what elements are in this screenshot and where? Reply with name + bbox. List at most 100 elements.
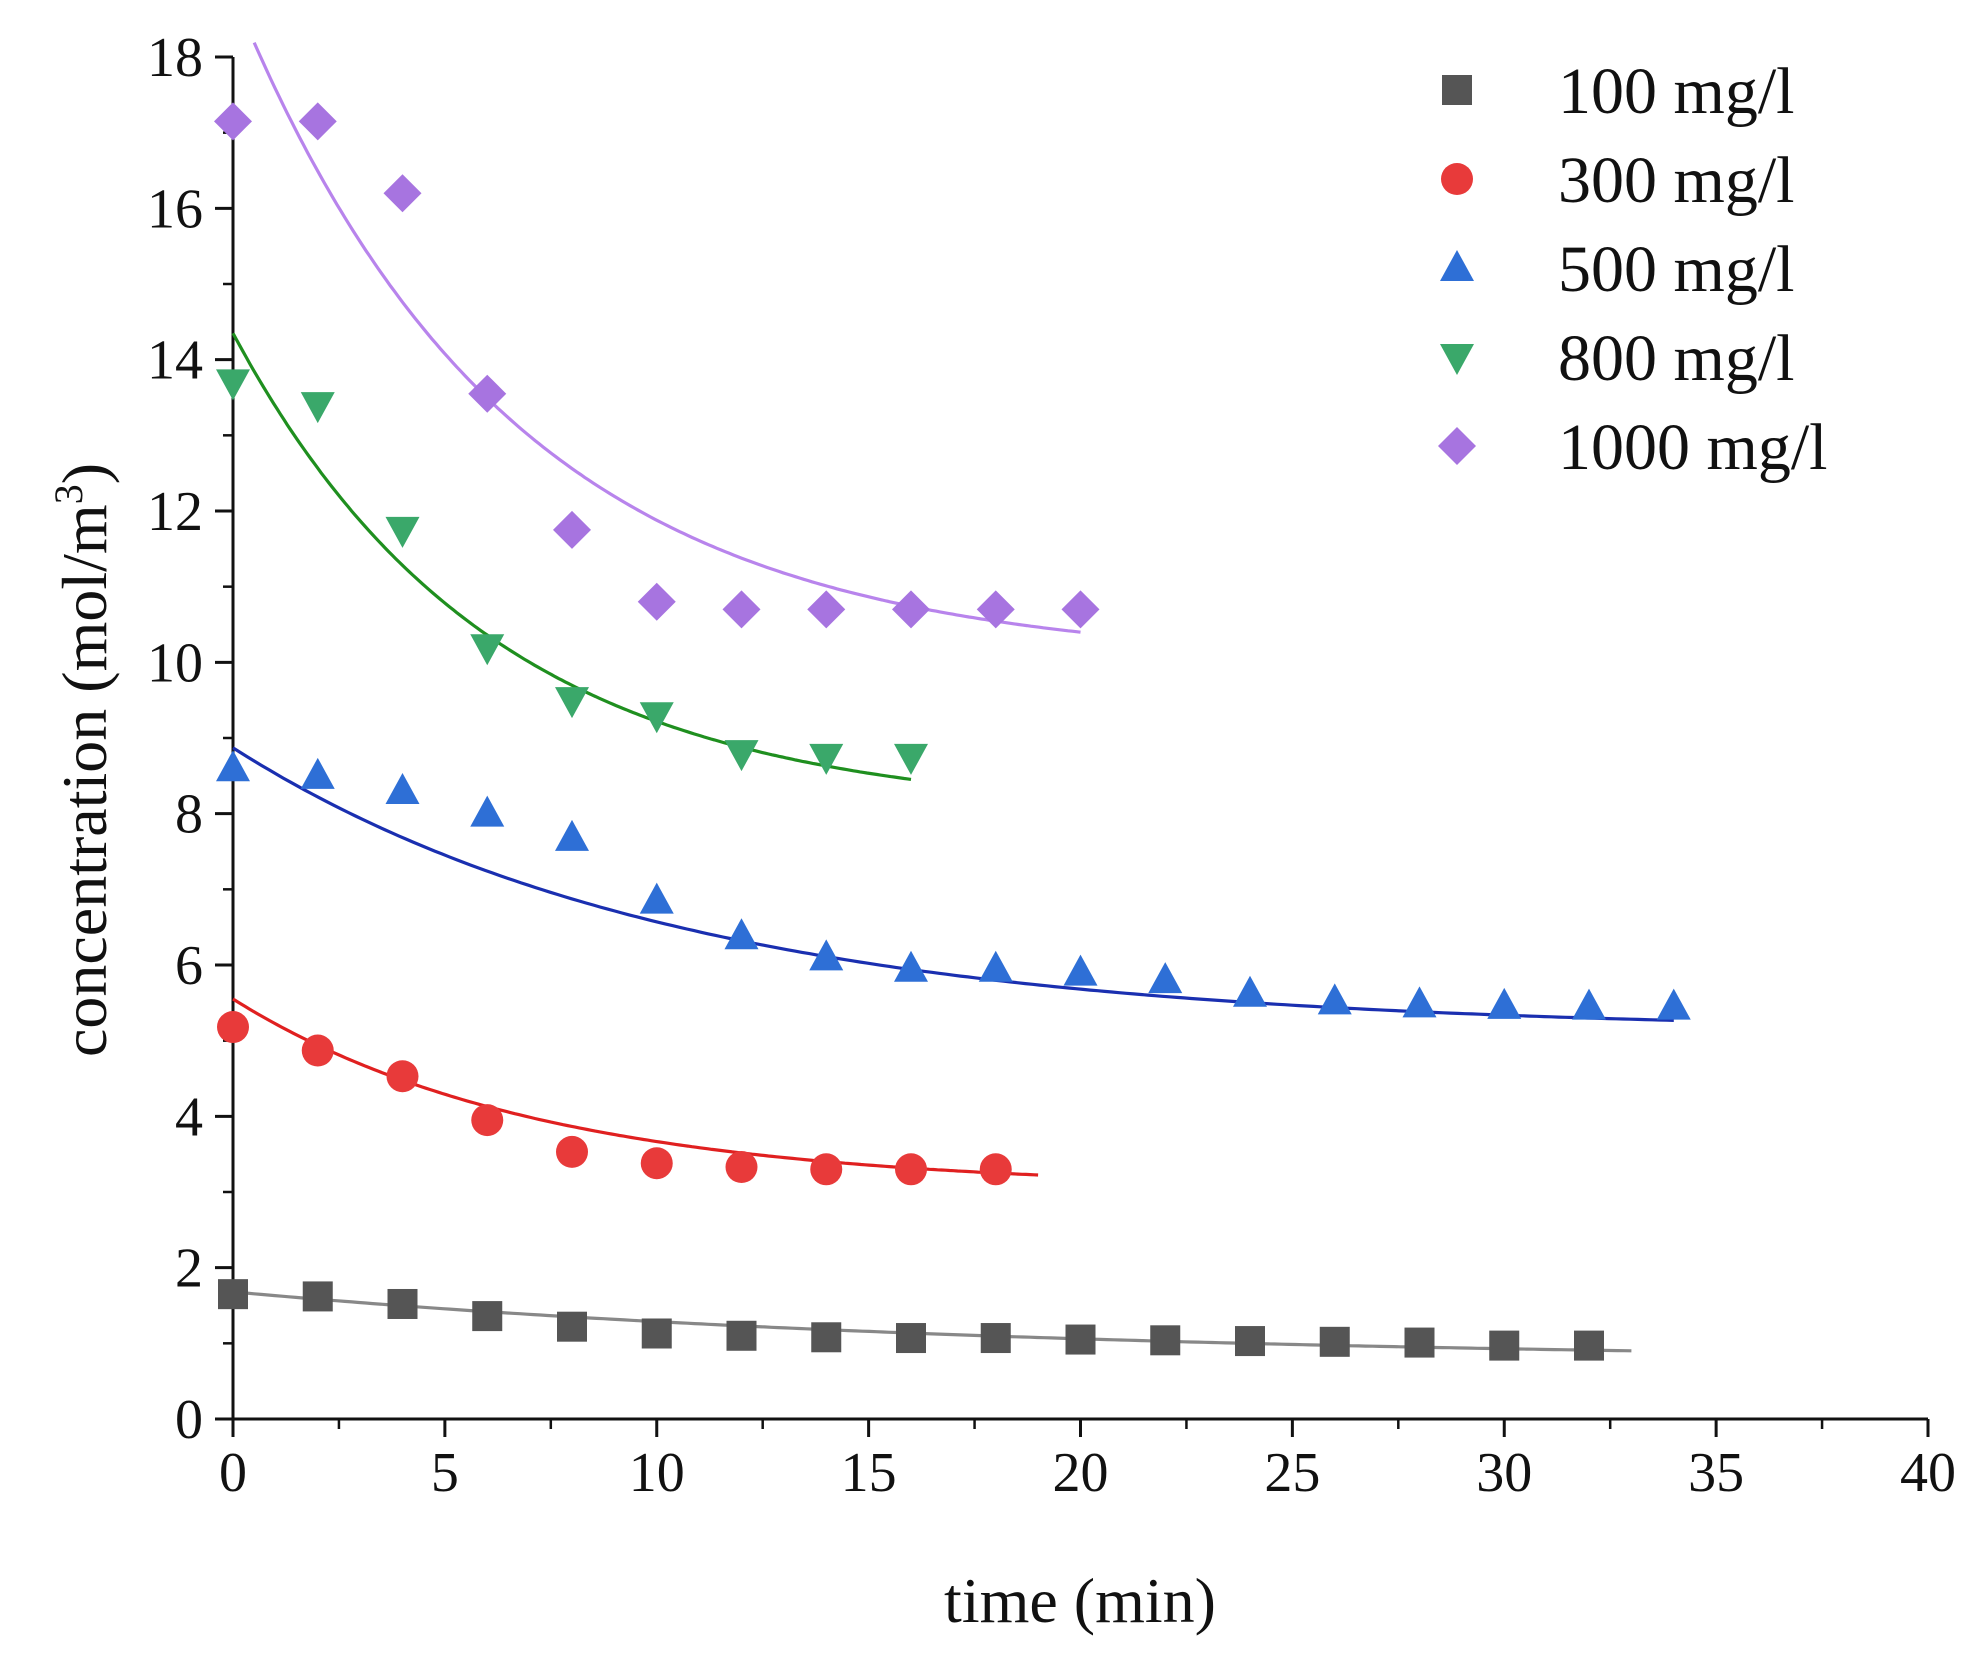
- data-point-100-mg-l: [980, 1323, 1011, 1354]
- y-tick-label: 10: [147, 632, 203, 694]
- data-point-800-mg-l: [216, 369, 250, 401]
- data-point-800-mg-l: [555, 687, 589, 719]
- data-point-500-mg-l: [894, 950, 928, 982]
- data-point-500-mg-l: [1656, 988, 1691, 1020]
- data-point-800-mg-l: [639, 702, 674, 734]
- data-point-100-mg-l: [896, 1323, 926, 1354]
- data-point-100-mg-l: [1235, 1326, 1265, 1357]
- data-point-800-mg-l: [470, 634, 505, 666]
- fit-line-300-mg-l: [232, 997, 1039, 1177]
- data-point-100-mg-l: [302, 1281, 333, 1312]
- data-point-1000-mg-l: [468, 374, 507, 413]
- data-point-500-mg-l: [1233, 975, 1267, 1007]
- data-point-500-mg-l: [385, 772, 420, 804]
- legend-label-1000-mg-l: 1000 mg/l: [1558, 411, 1828, 484]
- data-point-100-mg-l: [1404, 1327, 1435, 1358]
- data-point-1000-mg-l: [722, 590, 761, 629]
- fit-line-1000-mg-l: [252, 41, 1081, 634]
- data-point-100-mg-l: [218, 1279, 248, 1310]
- data-point-100-mg-l: [1065, 1324, 1096, 1355]
- data-point-1000-mg-l: [383, 174, 422, 213]
- x-tick-label: 5: [431, 1442, 459, 1504]
- y-tick-label: 2: [175, 1238, 203, 1300]
- data-point-500-mg-l: [724, 918, 759, 950]
- fit-curves: [231, 41, 1674, 1353]
- plot-axes: 0 5 10 15 20 25 30 35 40 0 2 4 6 8 10 12 14 16 18: [147, 27, 1956, 1504]
- data-point-100-mg-l: [811, 1322, 842, 1353]
- legend-label-300-mg-l: 300 mg/l: [1558, 144, 1795, 217]
- data-points: [214, 102, 1691, 1361]
- y-axis-title-superscript: 3: [46, 484, 91, 504]
- data-point-300-mg-l: [301, 1034, 334, 1067]
- data-point-300-mg-l: [895, 1153, 927, 1186]
- data-point-100-mg-l: [1150, 1325, 1181, 1356]
- data-point-500-mg-l: [216, 750, 250, 782]
- data-point-1000-mg-l: [1061, 590, 1100, 629]
- y-tick-label: 6: [175, 935, 203, 997]
- data-point-1000-mg-l: [637, 582, 676, 621]
- legend-label-500-mg-l: 500 mg/l: [1558, 233, 1795, 306]
- data-point-1000-mg-l: [892, 590, 930, 629]
- data-point-300-mg-l: [386, 1060, 419, 1093]
- data-point-100-mg-l: [641, 1318, 672, 1349]
- x-axis-title: time (min): [944, 1565, 1216, 1636]
- legend-marker-300-mg-l: [1441, 163, 1473, 195]
- data-point-300-mg-l: [979, 1153, 1012, 1186]
- legend: 100 mg/l 300 mg/l 500 mg/l 800 mg/l 1000 mg/…: [1438, 55, 1828, 484]
- y-tick-label: 12: [147, 481, 203, 543]
- fit-line-500-mg-l: [232, 746, 1674, 1022]
- data-point-800-mg-l: [809, 743, 844, 775]
- legend-marker-800-mg-l: [1440, 344, 1474, 375]
- x-tick-label: 35: [1688, 1442, 1744, 1504]
- data-point-500-mg-l: [1402, 986, 1437, 1018]
- data-point-1000-mg-l: [214, 102, 252, 141]
- data-point-1000-mg-l: [807, 590, 846, 629]
- data-point-300-mg-l: [556, 1135, 588, 1168]
- data-point-300-mg-l: [725, 1151, 758, 1184]
- x-tick-label: 25: [1264, 1442, 1320, 1504]
- data-point-500-mg-l: [1063, 954, 1098, 986]
- y-axis-title-main: concentration (mol/m: [49, 504, 120, 1057]
- y-tick-label: 16: [147, 178, 203, 240]
- data-point-800-mg-l: [894, 743, 928, 775]
- data-point-500-mg-l: [809, 939, 844, 971]
- fit-line-800-mg-l: [231, 332, 912, 781]
- data-point-500-mg-l: [300, 757, 335, 789]
- x-tick-label: 0: [219, 1442, 247, 1504]
- data-point-1000-mg-l: [976, 590, 1015, 629]
- data-point-100-mg-l: [472, 1301, 503, 1332]
- x-tick-label: 40: [1900, 1442, 1956, 1504]
- x-tick-label: 15: [841, 1442, 897, 1504]
- legend-marker-100-mg-l: [1442, 75, 1472, 105]
- legend-marker-500-mg-l: [1440, 250, 1474, 281]
- data-point-1000-mg-l: [553, 510, 591, 549]
- data-point-100-mg-l: [1489, 1330, 1520, 1361]
- y-tick-label: 4: [175, 1086, 203, 1148]
- data-point-800-mg-l: [385, 516, 420, 548]
- data-point-500-mg-l: [1572, 988, 1606, 1020]
- data-point-100-mg-l: [1574, 1330, 1604, 1361]
- legend-marker-1000-mg-l: [1438, 427, 1476, 465]
- data-point-100-mg-l: [1319, 1326, 1350, 1357]
- data-point-300-mg-l: [640, 1147, 673, 1180]
- data-point-1000-mg-l: [298, 102, 337, 141]
- data-point-500-mg-l: [639, 882, 674, 914]
- data-point-100-mg-l: [557, 1311, 587, 1342]
- data-point-100-mg-l: [387, 1288, 418, 1319]
- data-point-300-mg-l: [471, 1104, 504, 1137]
- legend-label-800-mg-l: 800 mg/l: [1558, 322, 1795, 395]
- data-point-500-mg-l: [1487, 987, 1522, 1019]
- data-point-100-mg-l: [726, 1320, 757, 1351]
- data-point-500-mg-l: [555, 819, 589, 851]
- data-point-500-mg-l: [470, 795, 505, 827]
- data-point-800-mg-l: [724, 740, 759, 772]
- x-tick-label: 30: [1476, 1442, 1532, 1504]
- data-point-500-mg-l: [978, 950, 1013, 982]
- y-tick-label: 0: [175, 1389, 203, 1451]
- data-point-500-mg-l: [1317, 983, 1352, 1015]
- data-point-500-mg-l: [1148, 962, 1183, 994]
- y-axis-title: concentration (mol/m3): [46, 463, 120, 1057]
- fit-line-100-mg-l: [232, 1290, 1632, 1353]
- data-point-800-mg-l: [300, 392, 335, 424]
